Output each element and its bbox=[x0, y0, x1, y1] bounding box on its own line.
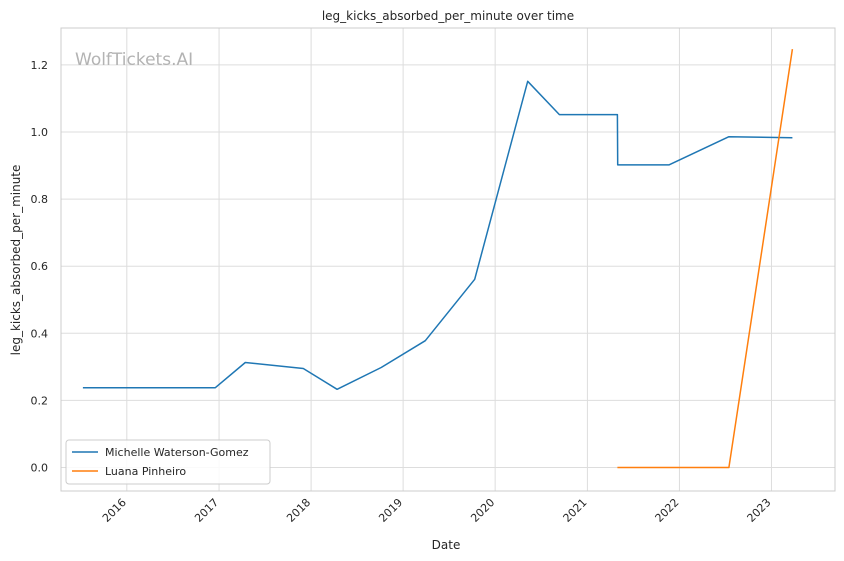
y-tick-label: 0.6 bbox=[31, 260, 49, 273]
legend-label-michelle-waterson-gomez: Michelle Waterson-Gomez bbox=[105, 446, 249, 459]
legend-box bbox=[65, 439, 271, 485]
x-axis-label: Date bbox=[432, 538, 461, 552]
y-tick-label: 0.8 bbox=[31, 193, 49, 206]
plot-area-frame bbox=[60, 27, 836, 492]
legend: Michelle Waterson-Gomez Luana Pinheiro bbox=[65, 439, 271, 485]
y-tick-label: 0.4 bbox=[31, 327, 49, 340]
y-axis-label: leg_kicks_absorbed_per_minute bbox=[9, 165, 23, 356]
y-axis-ticks: 0.0 0.2 0.4 0.6 0.8 1.0 1.2 bbox=[31, 59, 49, 475]
y-tick-label: 1.0 bbox=[31, 126, 49, 139]
watermark: WolfTickets.AI bbox=[75, 50, 193, 70]
chart-title: leg_kicks_absorbed_per_minute over time bbox=[322, 9, 574, 23]
series-line-michelle-waterson-gomez bbox=[82, 80, 793, 391]
series-line-luana-pinheiro bbox=[617, 48, 794, 469]
y-tick-label: 0.0 bbox=[31, 462, 49, 475]
y-tick-label: 0.2 bbox=[31, 394, 49, 407]
legend-label-luana-pinheiro: Luana Pinheiro bbox=[105, 465, 186, 478]
series-lines bbox=[82, 48, 794, 469]
y-tick-label: 1.2 bbox=[31, 59, 49, 72]
